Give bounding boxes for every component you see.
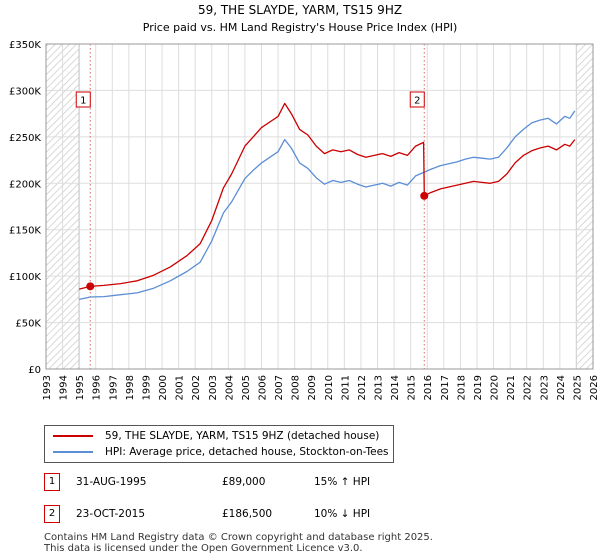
x-tick-label: 2013 xyxy=(374,375,385,400)
x-tick-label: 1998 xyxy=(125,375,136,400)
x-tick-label: 2018 xyxy=(456,375,467,400)
footer-copyright: Contains HM Land Registry data © Crown c… xyxy=(44,532,433,543)
x-tick-label: 2023 xyxy=(539,375,550,400)
sale-marker-label: 2 xyxy=(414,96,420,107)
sale-row: 2 23-OCT-2015 £186,500 10% ↓ HPI xyxy=(44,505,464,525)
x-tick-label: 1993 xyxy=(42,375,53,400)
x-tick-label: 2003 xyxy=(208,375,219,400)
x-tick-label: 2014 xyxy=(390,375,401,400)
x-tick-label: 1997 xyxy=(108,375,119,400)
sale-marker-box xyxy=(409,91,425,108)
hatched-region-after xyxy=(576,44,593,369)
sale-row: 1 31-AUG-1995 £89,000 15% ↑ HPI xyxy=(44,473,464,493)
x-tick-label: 2001 xyxy=(175,375,186,400)
y-tick-label: £0 xyxy=(28,365,41,376)
y-tick-label: £100K xyxy=(9,272,41,283)
sale-marker: 2 xyxy=(44,505,60,523)
chart-subtitle: Price paid vs. HM Land Registry's House … xyxy=(143,21,458,34)
sale-date: 23-OCT-2015 xyxy=(76,508,145,520)
sale-marker-box xyxy=(75,91,91,108)
x-tick-label: 2025 xyxy=(572,375,583,400)
x-tick-label: 2006 xyxy=(257,375,268,400)
x-tick-label: 2000 xyxy=(158,375,169,400)
y-tick-label: £300K xyxy=(9,86,41,97)
y-tick-label: £50K xyxy=(15,319,41,330)
sale-point xyxy=(86,282,95,291)
price-paid-line xyxy=(79,102,576,290)
x-tick-label: 2002 xyxy=(191,375,202,400)
sale-hpi-diff: 15% ↑ HPI xyxy=(314,476,371,488)
legend-swatch-price xyxy=(53,435,93,437)
footer: Contains HM Land Registry data © Crown c… xyxy=(44,532,433,554)
x-tick-label: 2015 xyxy=(407,375,418,400)
y-tick-label: £250K xyxy=(9,133,41,144)
x-tick-label: 2019 xyxy=(473,375,484,400)
y-tick-label: £200K xyxy=(9,179,41,190)
sale-date: 31-AUG-1995 xyxy=(76,476,147,488)
footer-licence: This data is licensed under the Open Gov… xyxy=(44,543,363,554)
hpi-line xyxy=(79,110,576,301)
x-tick-label: 2011 xyxy=(340,375,351,400)
legend-item-hpi: HPI: Average price, detached house, Stoc… xyxy=(53,444,389,460)
x-tick-label: 2007 xyxy=(274,375,285,400)
x-tick-label: 2009 xyxy=(307,375,318,400)
plot-border xyxy=(45,43,594,370)
x-tick-label: 1996 xyxy=(92,375,103,400)
sale-point xyxy=(420,191,429,200)
x-tick-label: 1994 xyxy=(59,375,70,400)
legend: 59, THE SLAYDE, YARM, TS15 9HZ (detached… xyxy=(44,425,394,463)
sale-marker-label: 1 xyxy=(80,96,86,107)
y-tick-label: £350K xyxy=(9,40,41,51)
x-tick-label: 2010 xyxy=(324,375,335,400)
legend-item-price: 59, THE SLAYDE, YARM, TS15 9HZ (detached… xyxy=(53,428,379,444)
x-tick-label: 1999 xyxy=(141,375,152,400)
x-tick-label: 2026 xyxy=(589,375,600,400)
x-tick-label: 2020 xyxy=(490,375,501,400)
x-tick-label: 2008 xyxy=(291,375,302,400)
legend-swatch-hpi xyxy=(53,451,93,453)
price-chart: 59, THE SLAYDE, YARM, TS15 9HZ Price pai… xyxy=(9,3,600,400)
x-tick-label: 1995 xyxy=(75,375,86,400)
chart-title: 59, THE SLAYDE, YARM, TS15 9HZ xyxy=(198,3,402,17)
y-tick-label: £150K xyxy=(9,226,41,237)
x-tick-label: 2021 xyxy=(506,375,517,400)
legend-label-price: 59, THE SLAYDE, YARM, TS15 9HZ (detached… xyxy=(105,430,380,442)
sale-marker: 1 xyxy=(44,473,60,491)
x-tick-label: 2024 xyxy=(556,375,567,400)
x-tick-label: 2012 xyxy=(357,375,368,400)
x-tick-label: 2016 xyxy=(423,375,434,400)
sale-price: £186,500 xyxy=(222,508,273,520)
legend-label-hpi: HPI: Average price, detached house, Stoc… xyxy=(105,446,389,458)
sale-price: £89,000 xyxy=(222,476,266,488)
x-tick-label: 2004 xyxy=(224,375,235,400)
x-tick-label: 2005 xyxy=(241,375,252,400)
sale-hpi-diff: 10% ↓ HPI xyxy=(314,508,371,520)
x-tick-label: 2017 xyxy=(440,375,451,400)
x-tick-label: 2022 xyxy=(523,375,534,400)
